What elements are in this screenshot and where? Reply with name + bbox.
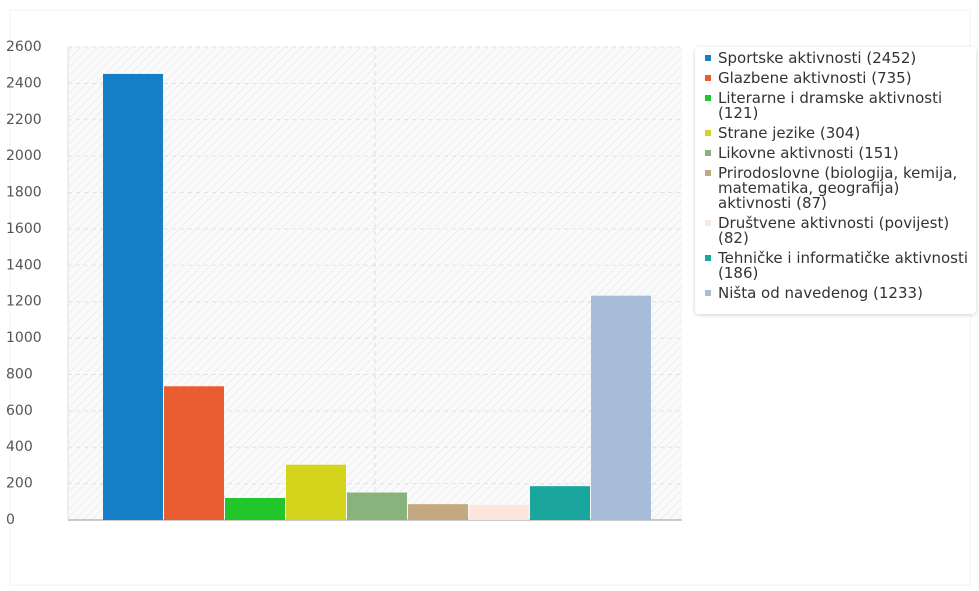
legend-item[interactable]: Društvene aktivnosti (povijest) (82): [705, 216, 968, 246]
legend-swatch: [705, 170, 711, 176]
y-tick-label: 2400: [6, 75, 42, 91]
y-tick-label: 1600: [6, 221, 42, 237]
y-tick-label: 1000: [6, 330, 42, 346]
legend-label: Društvene aktivnosti (povijest) (82): [718, 214, 950, 247]
y-tick-label: 2200: [6, 112, 42, 128]
y-tick-label: 600: [6, 403, 33, 419]
legend-swatch: [705, 95, 711, 101]
y-tick-label: 200: [6, 476, 33, 492]
bar: [347, 492, 407, 520]
y-tick-label: 1800: [6, 185, 42, 201]
bar: [286, 464, 346, 520]
legend-label: Prirodoslovne (biologija, kemija, matema…: [718, 164, 958, 212]
legend-label: Likovne aktivnosti (151): [718, 144, 899, 162]
legend-label: Ništa od navedenog (1233): [718, 284, 923, 302]
bar: [164, 386, 224, 520]
legend-item[interactable]: Glazbene aktivnosti (735): [705, 71, 968, 86]
legend-item[interactable]: Prirodoslovne (biologija, kemija, matema…: [705, 166, 968, 211]
bar: [103, 73, 163, 520]
legend-item[interactable]: Likovne aktivnosti (151): [705, 146, 968, 161]
y-tick-label: 2600: [6, 39, 42, 55]
legend-swatch: [705, 130, 711, 136]
y-tick-label: 2000: [6, 148, 42, 164]
legend-item[interactable]: Strane jezike (304): [705, 126, 968, 141]
bar: [408, 504, 468, 520]
legend-swatch: [705, 220, 711, 226]
y-tick-label: 1400: [6, 257, 42, 273]
y-tick-label: 400: [6, 439, 33, 455]
bar: [591, 295, 651, 520]
legend-item[interactable]: Sportske aktivnosti (2452): [705, 51, 968, 66]
bar: [469, 505, 529, 520]
legend-label: Literarne i dramske aktivnosti (121): [718, 89, 943, 122]
bar: [530, 486, 590, 520]
legend-item[interactable]: Tehničke i informatičke aktivnosti (186): [705, 251, 968, 281]
legend-label: Glazbene aktivnosti (735): [718, 69, 912, 87]
legend-item[interactable]: Ništa od navedenog (1233): [705, 286, 968, 301]
legend-label: Strane jezike (304): [718, 124, 861, 142]
legend-swatch: [705, 150, 711, 156]
legend-swatch: [705, 75, 711, 81]
y-tick-label: 1200: [6, 294, 42, 310]
legend-item[interactable]: Literarne i dramske aktivnosti (121): [705, 91, 968, 121]
y-tick-label: 0: [6, 512, 15, 528]
legend-swatch: [705, 55, 711, 61]
legend-swatch: [705, 255, 711, 261]
bar: [225, 497, 285, 520]
legend-label: Sportske aktivnosti (2452): [718, 49, 917, 67]
y-tick-label: 800: [6, 366, 33, 382]
legend-swatch: [705, 290, 711, 296]
legend-label: Tehničke i informatičke aktivnosti (186): [718, 249, 968, 282]
legend: Sportske aktivnosti (2452) Glazbene aktiv…: [695, 47, 976, 314]
